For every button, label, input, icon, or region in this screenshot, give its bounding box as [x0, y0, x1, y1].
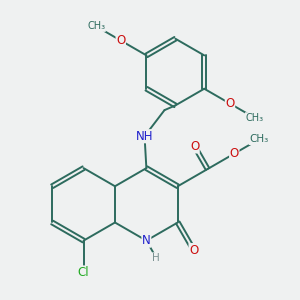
Text: O: O: [230, 147, 239, 160]
Text: H: H: [152, 253, 160, 263]
Text: O: O: [116, 34, 125, 47]
Text: N: N: [142, 234, 151, 247]
Text: CH₃: CH₃: [245, 113, 263, 123]
Text: CH₃: CH₃: [87, 21, 105, 32]
Text: O: O: [225, 97, 235, 110]
Text: O: O: [189, 244, 198, 256]
Text: Cl: Cl: [78, 266, 89, 279]
Text: NH: NH: [136, 130, 153, 143]
Text: CH₃: CH₃: [249, 134, 268, 145]
Text: O: O: [190, 140, 199, 153]
